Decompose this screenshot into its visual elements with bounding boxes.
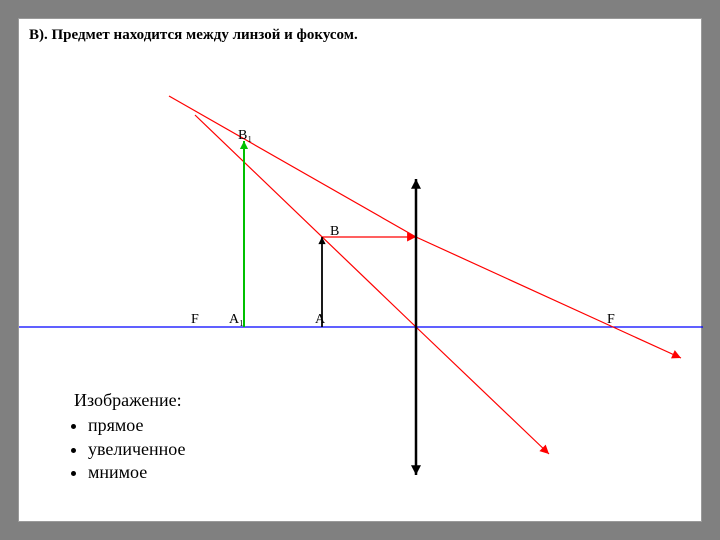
svg-text:A₁: A₁ bbox=[229, 312, 244, 327]
svg-text:A: A bbox=[315, 312, 326, 327]
slide-background: В). Предмет находится между линзой и фок… bbox=[0, 0, 720, 540]
svg-text:F: F bbox=[191, 312, 199, 327]
properties-list: прямоеувеличенноемнимое bbox=[74, 414, 186, 484]
properties-heading: Изображение: bbox=[74, 389, 186, 412]
property-item: прямое bbox=[88, 414, 186, 437]
property-item: мнимое bbox=[88, 461, 186, 484]
property-item: увеличенное bbox=[88, 438, 186, 461]
image-properties: Изображение: прямоеувеличенноемнимое bbox=[74, 389, 186, 485]
diagram-panel: В). Предмет находится между линзой и фок… bbox=[18, 18, 702, 522]
svg-text:B₁: B₁ bbox=[238, 128, 252, 143]
svg-text:B: B bbox=[330, 224, 339, 239]
svg-text:F: F bbox=[607, 312, 615, 327]
